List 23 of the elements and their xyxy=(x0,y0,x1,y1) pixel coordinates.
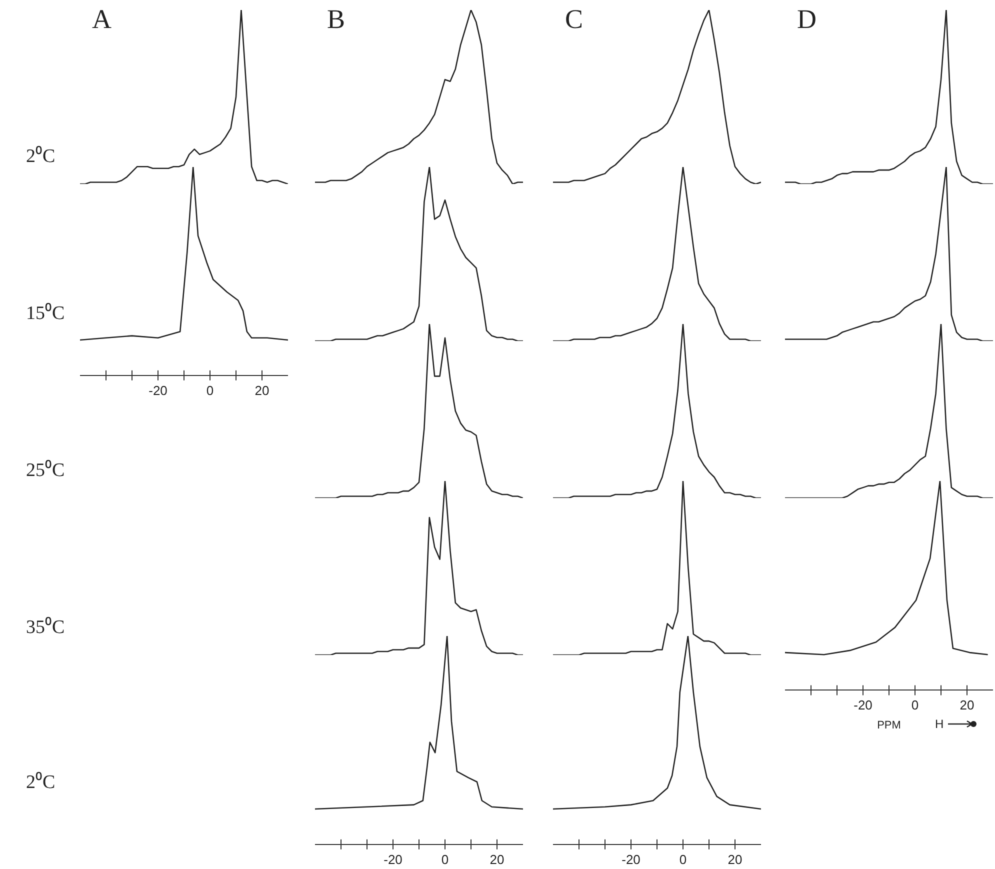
x-tick-label: 20 xyxy=(490,852,504,867)
y-axis-title: 2⁰C xyxy=(26,144,56,168)
chart-title: C xyxy=(565,4,584,35)
x-tick-label: 20 xyxy=(254,382,270,398)
x-tick-label: -20 xyxy=(384,852,402,867)
x-tick-label: 0 xyxy=(206,382,214,398)
x-tick-label: -20 xyxy=(148,382,168,398)
x-tick-label: -20 xyxy=(854,698,872,713)
x-tick-label: 0 xyxy=(441,852,449,867)
x-tick-label: -20 xyxy=(622,852,640,867)
x-tick-label: 0 xyxy=(679,852,687,867)
y-axis-title: 15⁰C xyxy=(26,302,65,325)
chart-title: A xyxy=(92,4,112,35)
x-axis-title: PPM xyxy=(877,719,901,732)
text: H xyxy=(935,717,944,731)
x-tick-label: 20 xyxy=(960,698,974,713)
y-axis-title: 35⁰C xyxy=(26,616,65,639)
x-tick-label: 20 xyxy=(728,852,742,867)
chart-title: B xyxy=(327,4,346,35)
y-axis-title: 25⁰C xyxy=(26,458,65,482)
chart-title: D xyxy=(797,4,816,35)
y-axis-title: 2⁰C xyxy=(26,770,56,794)
x-tick-label: 0 xyxy=(911,698,919,713)
